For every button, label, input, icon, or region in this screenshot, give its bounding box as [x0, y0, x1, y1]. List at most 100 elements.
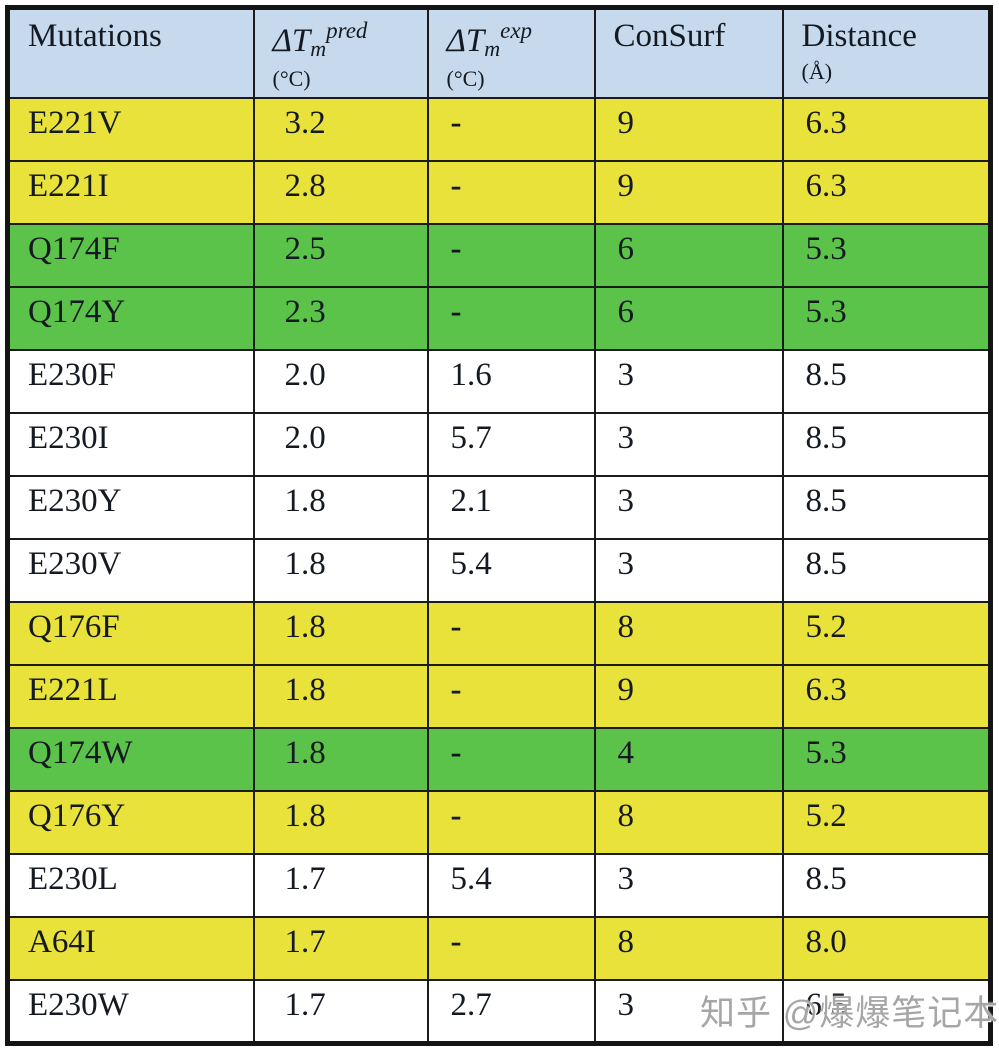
cell-consurf: 9: [593, 160, 784, 226]
cell-dtm_exp: -: [426, 160, 596, 226]
cell-dtm_exp: -: [426, 223, 596, 289]
cell-distance: 6.3: [781, 97, 992, 163]
table-row: A64I 1.7-8 8.0: [6, 916, 992, 982]
cell-dtm_pred: 1.8: [252, 664, 429, 730]
cell-dtm_exp: -: [426, 97, 596, 163]
table-row: Q174W 1.8-4 5.3: [6, 727, 992, 793]
header-label: ConSurf: [613, 18, 726, 54]
cell-distance: 5.2: [781, 790, 992, 856]
cell-dtm_pred: 1.8: [252, 538, 429, 604]
cell-mutation: Q174Y: [6, 286, 255, 352]
cell-mutation: Q174F: [6, 223, 255, 289]
table-row: E221L 1.8-9 6.3: [6, 664, 992, 730]
header-unit: (°C): [272, 66, 311, 92]
cell-distance: 8.5: [781, 475, 992, 541]
cell-consurf: 6: [593, 286, 784, 352]
cell-consurf: 8: [593, 916, 784, 982]
table-row: E230F 2.0 1.6 3 8.5: [6, 349, 992, 415]
cell-distance: 6.5: [781, 979, 992, 1045]
cell-dtm_pred: 2.3: [252, 286, 429, 352]
cell-distance: 8.5: [781, 349, 992, 415]
header-symbol: ΔT: [446, 23, 485, 59]
header-superscript: pred: [326, 18, 368, 43]
cell-mutation: E230V: [6, 538, 255, 604]
cell-mutation: E230W: [6, 979, 255, 1045]
cell-mutation: E230I: [6, 412, 255, 478]
table-row: Q176F 1.8-8 5.2: [6, 601, 992, 667]
col-header-dtm-pred: ΔTmpred (°C): [252, 6, 429, 100]
cell-dtm_exp: 5.7: [426, 412, 596, 478]
cell-distance: 5.3: [781, 286, 992, 352]
header-symbol: ΔT: [272, 23, 311, 59]
cell-mutation: A64I: [6, 916, 255, 982]
zhihu-watermark: 知乎 @爆爆笔记本: [700, 994, 999, 1033]
cell-dtm_pred: 1.7: [252, 979, 429, 1045]
cell-mutation: E221L: [6, 664, 255, 730]
cell-consurf: 3: [593, 475, 784, 541]
cell-consurf: 9: [593, 664, 784, 730]
table-row: Q176Y 1.8-8 5.2: [6, 790, 992, 856]
cell-dtm_pred: 1.8: [252, 475, 429, 541]
cell-consurf: 3: [593, 412, 784, 478]
cell-dtm_exp: 2.7: [426, 979, 596, 1045]
col-header-distance: Distance (Å): [781, 6, 992, 100]
cell-consurf: 4: [593, 727, 784, 793]
header-label: Distance: [801, 18, 917, 54]
table-row: Q174Y 2.3-6 5.3: [6, 286, 992, 352]
cell-dtm_exp: 2.1: [426, 475, 596, 541]
cell-consurf: 8: [593, 790, 784, 856]
cell-consurf: 3: [593, 349, 784, 415]
cell-distance: 8.5: [781, 412, 992, 478]
cell-distance: 8.0: [781, 916, 992, 982]
cell-dtm_pred: 1.8: [252, 727, 429, 793]
cell-dtm_pred: 2.8: [252, 160, 429, 226]
cell-distance: 8.5: [781, 853, 992, 919]
cell-dtm_pred: 2.0: [252, 349, 429, 415]
table-row: E230Y 1.8 2.1 3 8.5: [6, 475, 992, 541]
header-subscript: m: [484, 36, 501, 61]
header-row: Mutations ΔTmpred (°C) ΔTmexp (°C) ConSu…: [6, 6, 992, 100]
cell-dtm_pred: 1.8: [252, 601, 429, 667]
table-body: E221V 3.2-9 6.3 E221I 2.8-9 6.3 Q174F 2.5-6 5.3 Q…: [6, 97, 992, 1045]
cell-distance: 6.3: [781, 160, 992, 226]
cell-mutation: E230Y: [6, 475, 255, 541]
cell-dtm_exp: -: [426, 916, 596, 982]
cell-dtm_exp: 1.6: [426, 349, 596, 415]
cell-dtm_exp: 5.4: [426, 538, 596, 604]
table-row: Q174F 2.5-6 5.3: [6, 223, 992, 289]
cell-dtm_exp: -: [426, 790, 596, 856]
cell-mutation: E221V: [6, 97, 255, 163]
table-header: Mutations ΔTmpred (°C) ΔTmexp (°C) ConSu…: [6, 6, 992, 100]
cell-consurf: 3: [593, 853, 784, 919]
table-row: E230V 1.8 5.4 3 8.5: [6, 538, 992, 604]
cell-mutation: E221I: [6, 160, 255, 226]
cell-consurf: 8: [593, 601, 784, 667]
col-header-mutations: Mutations: [6, 6, 255, 100]
col-header-consurf: ConSurf: [593, 6, 784, 100]
cell-dtm_pred: 1.7: [252, 853, 429, 919]
cell-dtm_pred: 1.7: [252, 916, 429, 982]
header-subscript: m: [310, 36, 327, 61]
table-row: E230I 2.0 5.7 3 8.5: [6, 412, 992, 478]
cell-dtm_pred: 1.8: [252, 790, 429, 856]
mutations-table: Mutations ΔTmpred (°C) ΔTmexp (°C) ConSu…: [5, 5, 993, 1046]
table-row: E221V 3.2-9 6.3: [6, 97, 992, 163]
col-header-dtm-exp: ΔTmexp (°C): [426, 6, 596, 100]
cell-distance: 5.3: [781, 223, 992, 289]
table-row: E221I 2.8-9 6.3: [6, 160, 992, 226]
cell-dtm_exp: -: [426, 601, 596, 667]
cell-distance: 6.3: [781, 664, 992, 730]
cell-mutation: E230L: [6, 853, 255, 919]
cell-consurf: 6: [593, 223, 784, 289]
table-row: E230L 1.7 5.4 3 8.5: [6, 853, 992, 919]
cell-distance: 5.2: [781, 601, 992, 667]
cell-mutation: Q176F: [6, 601, 255, 667]
table-row: E230W 1.7 2.7 3 6.5: [6, 979, 992, 1045]
header-label: Mutations: [28, 18, 162, 54]
cell-dtm_pred: 2.0: [252, 412, 429, 478]
cell-dtm_exp: -: [426, 727, 596, 793]
cell-distance: 8.5: [781, 538, 992, 604]
cell-dtm_exp: -: [426, 286, 596, 352]
cell-mutation: E230F: [6, 349, 255, 415]
header-unit: (°C): [446, 66, 485, 92]
